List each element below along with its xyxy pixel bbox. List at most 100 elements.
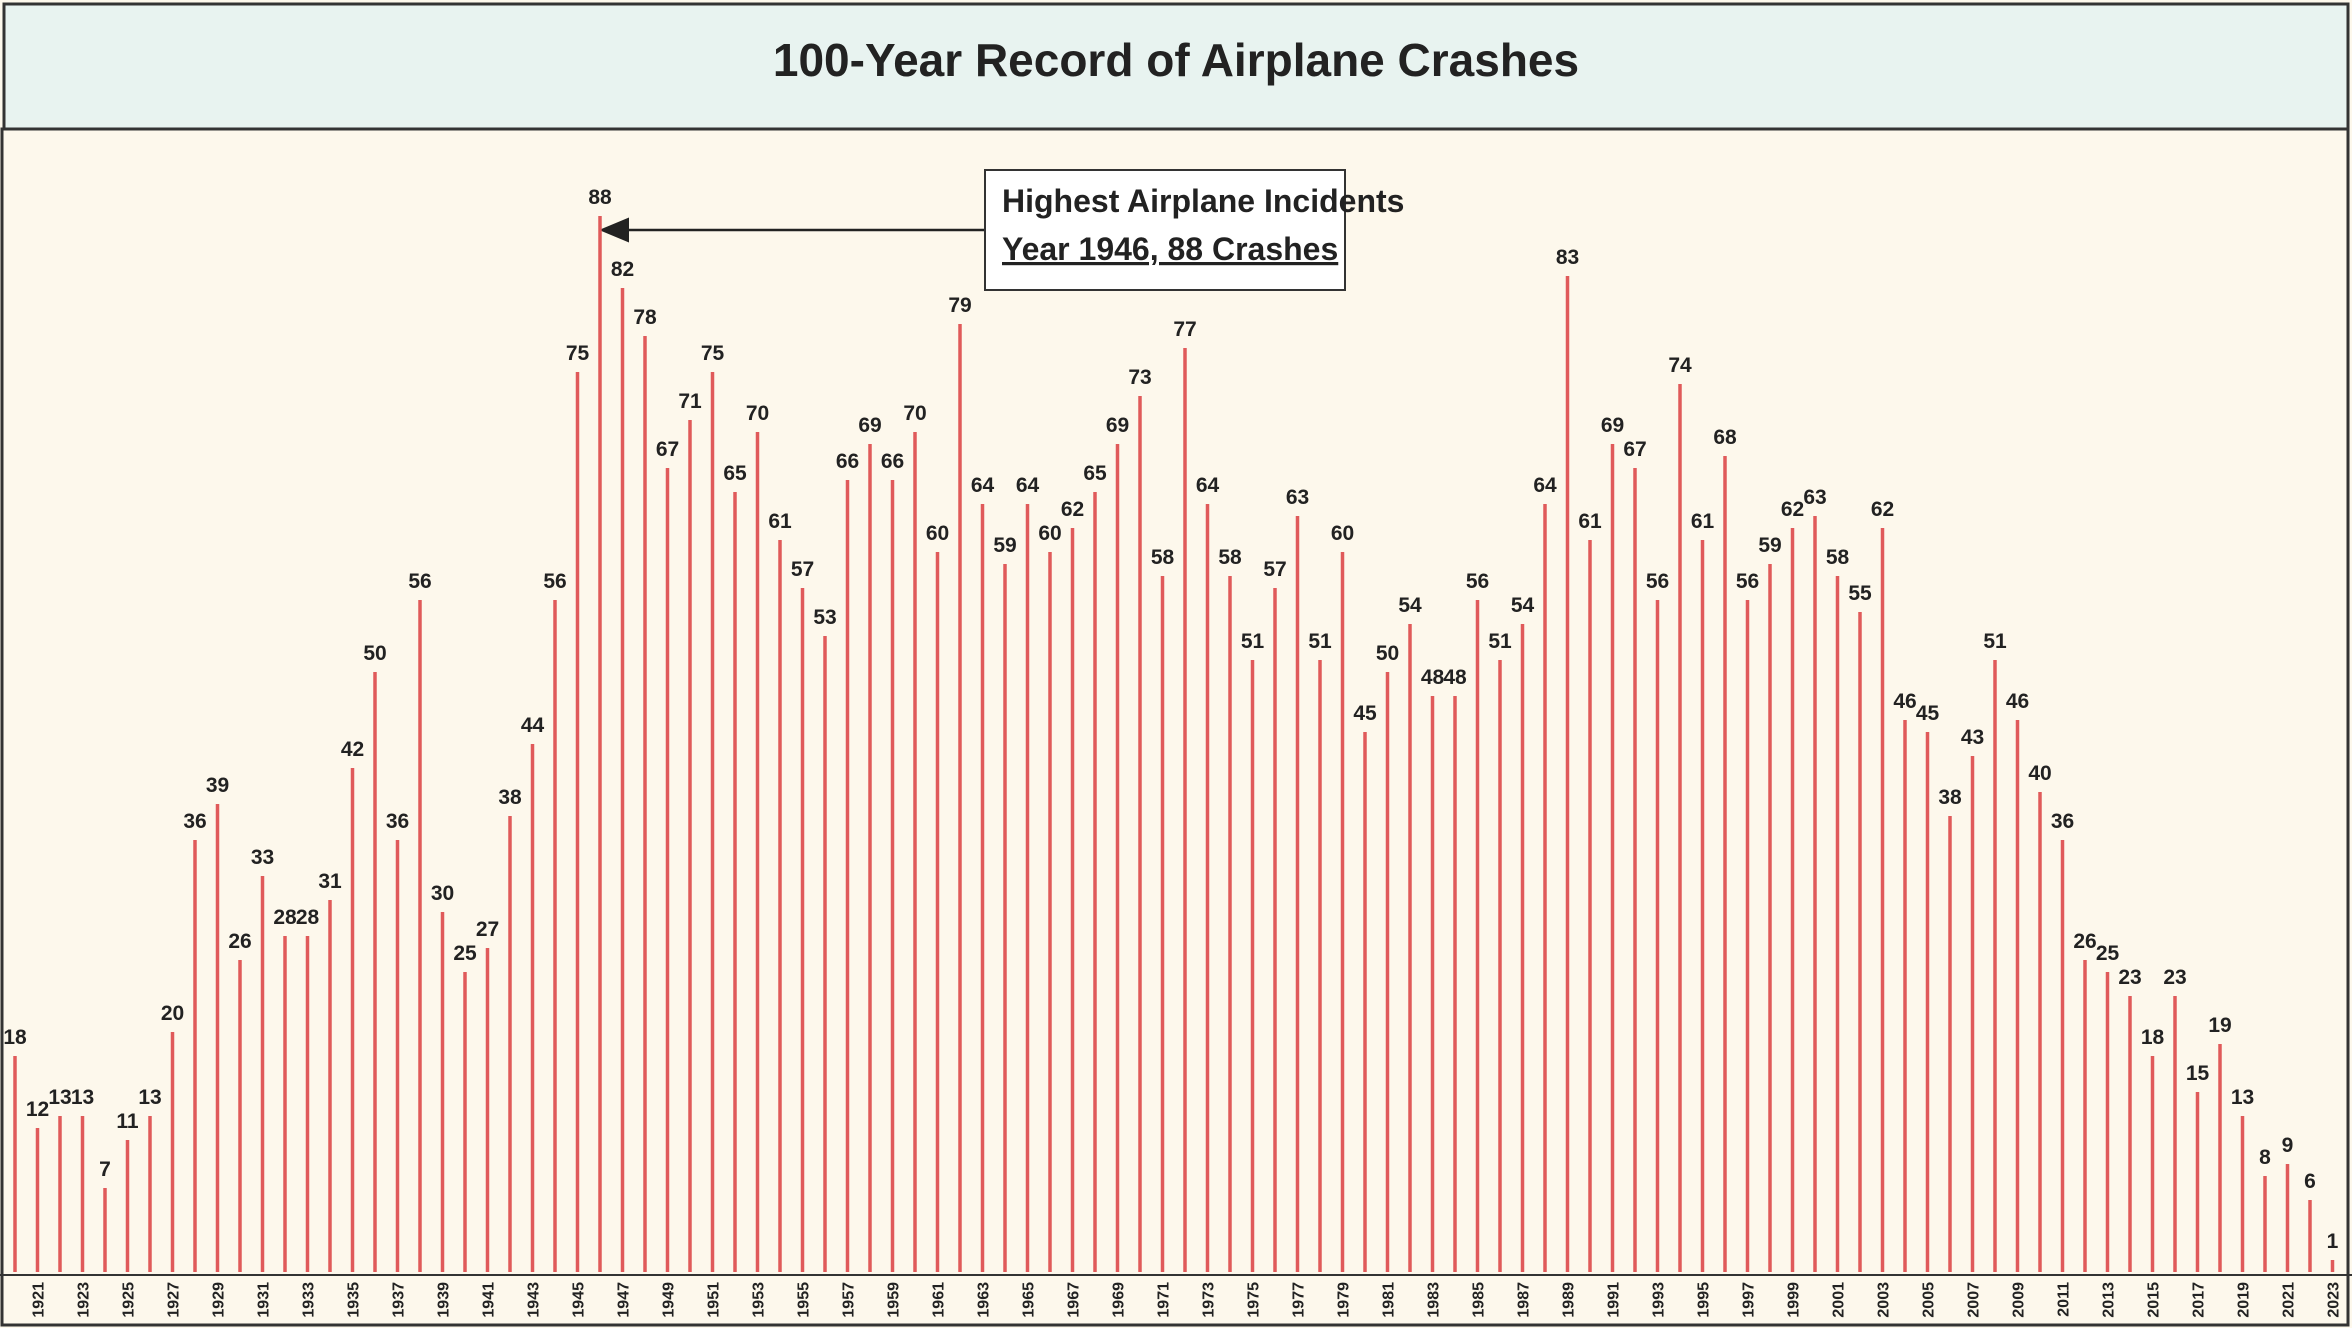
data-label: 70 bbox=[903, 402, 926, 425]
bar bbox=[2105, 972, 2110, 1272]
data-label: 44 bbox=[521, 714, 545, 737]
x-tick-label: 1967 bbox=[1066, 1282, 1083, 1318]
data-label: 51 bbox=[1983, 630, 2007, 653]
data-label: 38 bbox=[498, 786, 522, 809]
data-label: 69 bbox=[1106, 414, 1129, 437]
data-label: 69 bbox=[1601, 414, 1624, 437]
data-label: 77 bbox=[1173, 318, 1196, 341]
x-tick-label: 1975 bbox=[1246, 1282, 1263, 1318]
bar bbox=[575, 372, 580, 1272]
bar bbox=[620, 288, 625, 1272]
data-label: 65 bbox=[723, 462, 747, 485]
x-tick-label: 2017 bbox=[2191, 1282, 2208, 1318]
data-label: 40 bbox=[2028, 762, 2051, 785]
x-tick-label: 1947 bbox=[616, 1282, 633, 1318]
bar bbox=[1498, 660, 1502, 1272]
bar bbox=[2240, 1116, 2245, 1272]
data-label: 27 bbox=[476, 918, 499, 941]
data-label: 68 bbox=[1713, 426, 1737, 449]
x-tick-label: 1925 bbox=[121, 1282, 138, 1318]
bar bbox=[2038, 792, 2042, 1272]
x-tick-label: 2001 bbox=[1831, 1282, 1848, 1318]
x-tick-label: 1963 bbox=[976, 1282, 993, 1318]
bar bbox=[778, 540, 782, 1272]
data-label: 36 bbox=[2051, 810, 2074, 833]
bar bbox=[913, 432, 917, 1272]
bar bbox=[800, 588, 805, 1272]
x-tick-label: 1969 bbox=[1111, 1282, 1128, 1318]
x-tick-label: 1983 bbox=[1426, 1282, 1443, 1318]
bar bbox=[1318, 660, 1322, 1272]
bar bbox=[1363, 732, 1367, 1272]
data-label: 63 bbox=[1803, 486, 1826, 509]
data-label: 61 bbox=[768, 510, 792, 533]
bar bbox=[350, 768, 355, 1272]
bar bbox=[530, 744, 535, 1272]
data-label: 31 bbox=[318, 870, 342, 893]
bar bbox=[125, 1140, 130, 1272]
data-label: 55 bbox=[1848, 582, 1872, 605]
data-label: 58 bbox=[1218, 546, 1242, 569]
data-label: 67 bbox=[1623, 438, 1646, 461]
data-label: 36 bbox=[183, 810, 206, 833]
data-label: 78 bbox=[633, 306, 657, 329]
bar bbox=[193, 840, 197, 1272]
bar bbox=[980, 504, 985, 1272]
data-label: 67 bbox=[656, 438, 679, 461]
data-label: 39 bbox=[206, 774, 229, 797]
data-label: 51 bbox=[1241, 630, 1265, 653]
bar bbox=[1948, 816, 1952, 1272]
bar bbox=[2150, 1056, 2155, 1272]
data-label: 70 bbox=[746, 402, 769, 425]
bar bbox=[2083, 960, 2087, 1272]
bar bbox=[1273, 588, 1277, 1272]
x-tick-label: 1935 bbox=[346, 1282, 363, 1318]
bar bbox=[508, 816, 512, 1272]
x-tick-label: 1951 bbox=[706, 1282, 723, 1318]
x-tick-label: 1995 bbox=[1696, 1282, 1713, 1318]
bar bbox=[1588, 540, 1592, 1272]
chart-title: 100-Year Record of Airplane Crashes bbox=[773, 34, 1579, 86]
data-label: 26 bbox=[2073, 930, 2096, 953]
data-label: 13 bbox=[71, 1086, 94, 1109]
data-label: 48 bbox=[1421, 666, 1445, 689]
bar bbox=[1385, 672, 1390, 1272]
data-label: 56 bbox=[1646, 570, 1669, 593]
data-label: 75 bbox=[566, 342, 590, 365]
bar bbox=[373, 672, 377, 1272]
data-label: 23 bbox=[2118, 966, 2141, 989]
data-label: 62 bbox=[1871, 498, 1894, 521]
bar bbox=[1565, 276, 1570, 1272]
data-label: 25 bbox=[2096, 942, 2120, 965]
data-label: 1 bbox=[2327, 1230, 2339, 1253]
bar bbox=[170, 1032, 175, 1272]
x-tick-label: 2005 bbox=[1921, 1282, 1938, 1318]
bar bbox=[1790, 528, 1795, 1272]
bar bbox=[665, 468, 670, 1272]
data-label: 50 bbox=[1376, 642, 1399, 665]
data-label: 60 bbox=[926, 522, 949, 545]
bar bbox=[1768, 564, 1772, 1272]
x-tick-label: 2009 bbox=[2011, 1282, 2028, 1318]
bar bbox=[2263, 1176, 2267, 1272]
bar bbox=[1205, 504, 1210, 1272]
data-label: 69 bbox=[858, 414, 881, 437]
data-label: 50 bbox=[363, 642, 386, 665]
data-label: 30 bbox=[431, 882, 454, 905]
x-tick-label: 1991 bbox=[1606, 1282, 1623, 1318]
bar bbox=[1183, 348, 1187, 1272]
bar bbox=[1340, 552, 1345, 1272]
x-tick-label: 2019 bbox=[2236, 1282, 2253, 1318]
data-label: 54 bbox=[1398, 594, 1422, 617]
bar bbox=[2015, 720, 2020, 1272]
data-label: 13 bbox=[138, 1086, 161, 1109]
bar bbox=[935, 552, 940, 1272]
bar bbox=[755, 432, 760, 1272]
bar bbox=[395, 840, 400, 1272]
annotation-line: Year 1946, 88 Crashes bbox=[1002, 231, 1338, 267]
bar bbox=[845, 480, 850, 1272]
bar bbox=[485, 948, 490, 1272]
frame bbox=[0, 127, 2350, 1327]
data-label: 61 bbox=[1578, 510, 1602, 533]
x-tick-label: 1953 bbox=[751, 1282, 768, 1318]
